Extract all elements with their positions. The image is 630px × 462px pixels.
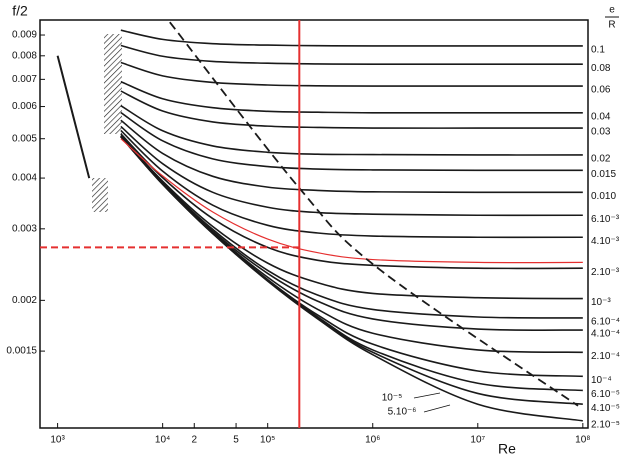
curve-label: 0.03	[591, 127, 611, 138]
curve-label: 0.08	[591, 63, 611, 74]
curve-label: 2.10⁻⁴	[591, 351, 620, 362]
roughness-curve	[120, 44, 583, 65]
right-axis-title-den: R	[608, 20, 615, 31]
plot-frame	[39, 19, 589, 429]
curve-label: 4.10⁻⁴	[591, 329, 620, 340]
curve-label: 0.04	[591, 111, 611, 122]
y-tick-label: 0.005	[12, 133, 37, 144]
y-tick-label: 0.002	[12, 295, 37, 306]
curve-label: 4.10⁻⁵	[591, 403, 620, 414]
roughness-curve	[120, 61, 583, 87]
roughness-curve	[120, 111, 583, 172]
annotation: 10⁻⁵	[382, 393, 403, 404]
y-axis-title: f/2	[12, 3, 28, 19]
roughness-curve	[120, 133, 583, 270]
curve-label: 0.1	[591, 45, 605, 56]
highlight-curve	[120, 138, 583, 264]
curve-label: 2.10⁻³	[591, 267, 620, 278]
transition-hatch	[92, 178, 108, 212]
roughness-curve	[120, 104, 583, 156]
roughness-curve	[120, 29, 583, 47]
curve-label: 10⁻⁴	[591, 375, 612, 386]
y-tick-label: 0.006	[12, 101, 37, 112]
y-tick-label: 0.003	[12, 223, 37, 234]
roughness-curve	[120, 135, 583, 300]
x-tick-label: 10⁶	[365, 435, 380, 446]
x-tick-label: 10⁸	[575, 435, 590, 446]
x-tick-label: 5	[233, 435, 239, 446]
rough-limit-line	[169, 21, 579, 407]
y-tick-label: 0.009	[12, 30, 37, 41]
roughness-curve	[120, 119, 583, 194]
x-axis-title: Re	[498, 441, 516, 457]
curve-label: 10⁻³	[591, 297, 611, 308]
laminar-line	[56, 55, 91, 179]
curve-label: 0.06	[591, 85, 611, 96]
transition-hatch	[104, 34, 122, 134]
x-tick-label: 10³	[50, 435, 65, 446]
curve-label: 0.010	[591, 191, 616, 202]
curve-label: 6.10⁻⁵	[591, 389, 620, 400]
x-tick-label: 10⁷	[470, 435, 485, 446]
plot-area	[120, 21, 583, 422]
roughness-curve	[120, 90, 583, 129]
y-tick-label: 0.0015	[6, 346, 37, 357]
annotation-leader	[413, 392, 441, 399]
y-tick-label: 0.004	[12, 173, 37, 184]
annotation: 5.10⁻⁶	[388, 407, 417, 418]
curve-label: 0.02	[591, 154, 611, 165]
roughness-curve	[120, 136, 583, 422]
roughness-curve	[120, 125, 583, 217]
y-tick-label: 0.007	[12, 74, 37, 85]
curve-label: 2.10⁻⁵	[591, 420, 620, 431]
curve-label: 6.10⁻⁴	[591, 317, 620, 328]
curve-label: 0.015	[591, 169, 616, 180]
roughness-curve	[120, 80, 583, 114]
annotation-leader	[423, 404, 451, 413]
x-tick-label: 10⁵	[260, 435, 275, 446]
roughness-curve	[120, 129, 583, 239]
y-tick-label: 0.008	[12, 50, 37, 61]
x-tick-label: 10⁴	[155, 435, 170, 446]
x-tick-label: 2	[191, 435, 197, 446]
right-axis-title-num: e	[609, 5, 615, 16]
curve-label: 4.10⁻³	[591, 236, 620, 247]
curve-label: 6.10⁻³	[591, 214, 620, 225]
